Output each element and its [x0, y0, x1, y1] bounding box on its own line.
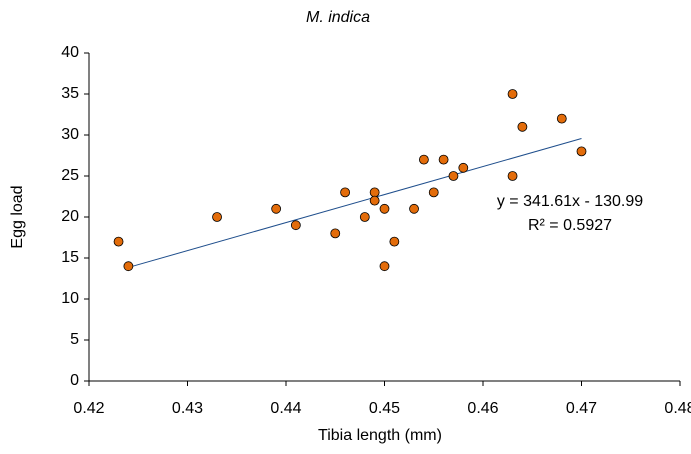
point [507, 89, 518, 99]
point [556, 113, 567, 124]
point [330, 228, 341, 239]
point [438, 154, 449, 165]
x-tick-label: 0.47 [566, 400, 597, 417]
point [271, 203, 282, 214]
point [359, 212, 370, 222]
y-tick-label: 20 [61, 208, 79, 225]
x-tick-label: 0.43 [172, 400, 203, 417]
point [458, 162, 469, 173]
x-tick-label: 0.44 [270, 400, 301, 417]
point [576, 146, 587, 157]
x-tick-label: 0.42 [73, 400, 104, 417]
y-tick-label: 35 [61, 85, 79, 102]
point [379, 261, 390, 272]
x-tick-label: 0.45 [369, 400, 400, 417]
point [212, 212, 222, 222]
y-tick-label: 25 [61, 167, 79, 184]
trendline-r-squared: R² = 0.5927 [528, 217, 612, 234]
point [379, 203, 390, 214]
point [409, 203, 419, 214]
trendline-equation: y = 341.61x - 130.99 [497, 193, 643, 210]
point [340, 187, 351, 198]
point [418, 154, 429, 165]
y-tick-label: 0 [70, 372, 79, 389]
y-tick-label: 30 [61, 126, 79, 143]
y-axis-label: Egg load [9, 185, 26, 248]
point [517, 121, 528, 132]
x-tick-label: 0.48 [664, 400, 691, 417]
point [369, 195, 380, 206]
point [448, 171, 459, 181]
y-tick-label: 40 [61, 44, 79, 61]
y-tick-label: 10 [61, 290, 79, 307]
point [113, 236, 124, 247]
y-tick-label: 15 [61, 249, 79, 266]
y-tick-label: 5 [70, 331, 79, 348]
chart-title: M. indica [306, 9, 370, 26]
point [428, 187, 439, 198]
x-tick-label: 0.46 [467, 400, 498, 417]
x-axis-label: Tibia length (mm) [318, 427, 442, 444]
point [389, 236, 400, 247]
point [507, 171, 518, 181]
trendline [128, 138, 582, 268]
point [290, 220, 301, 231]
point [369, 187, 380, 198]
point [123, 261, 134, 272]
